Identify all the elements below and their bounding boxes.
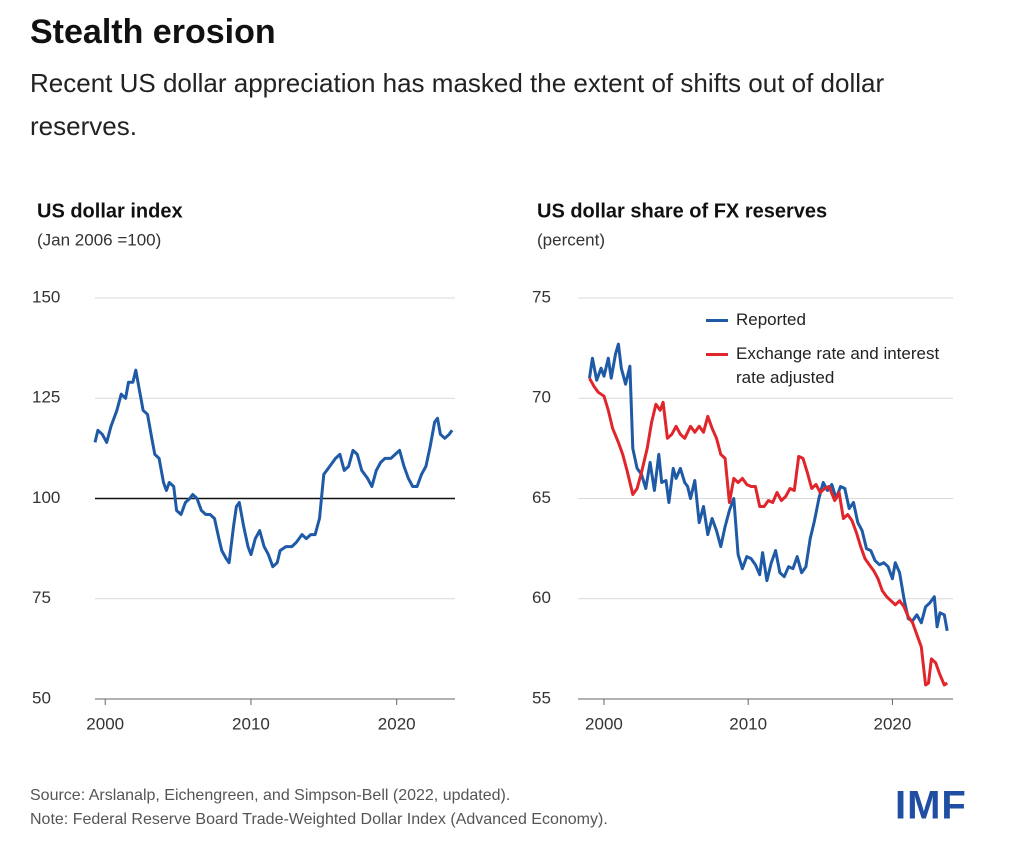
panel-title: US dollar share of FX reserves xyxy=(537,200,827,222)
y-tick-label: 55 xyxy=(532,688,551,707)
panel-subtitle: (Jan 2006 =100) xyxy=(37,230,161,249)
y-tick-label: 100 xyxy=(32,488,60,507)
line xyxy=(93,368,454,569)
legend-label: Reported xyxy=(736,310,806,329)
y-tick-label: 60 xyxy=(532,588,551,607)
legend-item: Reported xyxy=(706,308,956,332)
x-tick-label: 2010 xyxy=(729,714,767,733)
y-tick-label: 65 xyxy=(532,488,551,507)
y-tick-label: 125 xyxy=(32,388,60,407)
y-tick-label: 75 xyxy=(532,287,551,306)
source: Source: Arslanalp, Eichengreen, and Simp… xyxy=(30,787,510,804)
legend-swatch xyxy=(706,353,728,356)
y-tick-label: 50 xyxy=(32,688,51,707)
x-tick-label: 2000 xyxy=(585,714,623,733)
legend-item: Exchange rate and interest rate adjusted xyxy=(706,342,956,390)
legend-label: Exchange rate and interest rate adjusted xyxy=(736,344,940,387)
y-tick-label: 70 xyxy=(532,388,551,407)
note: Note: Federal Reserve Board Trade-Weight… xyxy=(30,811,608,828)
x-tick-label: 2020 xyxy=(378,714,416,733)
panel-title: US dollar index xyxy=(37,200,183,222)
line xyxy=(588,377,949,687)
x-tick-label: 2000 xyxy=(86,714,124,733)
legend: Reported Exchange rate and interest rate … xyxy=(706,308,956,400)
subtitle: Recent US dollar appreciation has masked… xyxy=(30,68,885,141)
y-tick-label: 150 xyxy=(32,287,60,306)
legend-swatch xyxy=(706,319,728,322)
x-tick-label: 2010 xyxy=(232,714,270,733)
y-tick-label: 75 xyxy=(32,588,51,607)
panel-subtitle: (percent) xyxy=(537,230,605,249)
title: Stealth erosion xyxy=(30,13,276,51)
x-tick-label: 2020 xyxy=(874,714,912,733)
logo: IMF xyxy=(895,784,967,828)
line xyxy=(588,342,949,632)
